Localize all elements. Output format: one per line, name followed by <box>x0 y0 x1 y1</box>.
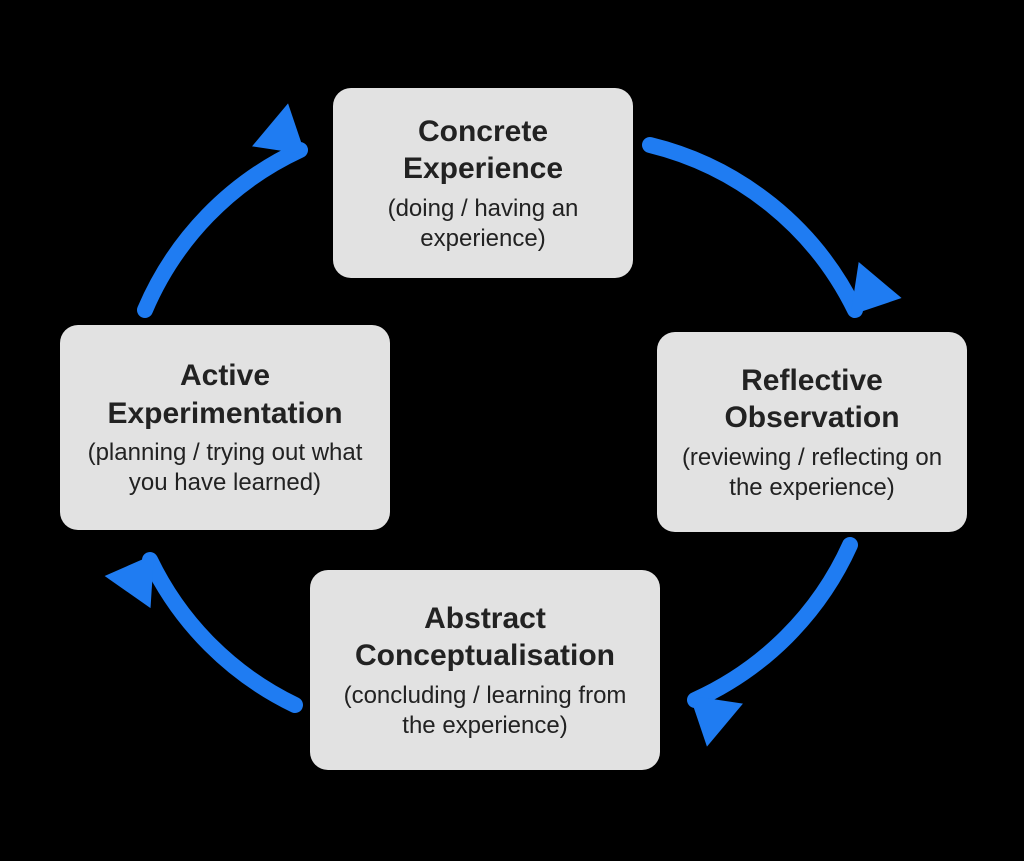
arrow-concrete-to-reflective <box>650 145 855 310</box>
node-title: Abstract Conceptualisation <box>330 600 640 675</box>
arrowhead-icon <box>252 103 305 154</box>
node-subtitle: (concluding / learning from the experien… <box>330 681 640 741</box>
arrow-active-to-concrete <box>145 150 300 310</box>
arrowhead-icon <box>690 696 743 747</box>
node-reflective-observation: Reflective Observation (reviewing / refl… <box>657 332 967 532</box>
node-concrete-experience: Concrete Experience (doing / having an e… <box>333 88 633 278</box>
node-title: Concrete Experience <box>353 113 613 188</box>
node-title: Reflective Observation <box>677 362 947 437</box>
node-subtitle: (doing / having an experience) <box>353 194 613 254</box>
node-subtitle: (planning / trying out what you have lea… <box>80 438 370 498</box>
node-abstract-conceptualisation: Abstract Conceptualisation (concluding /… <box>310 570 660 770</box>
arrow-reflective-to-abstract <box>695 545 850 700</box>
node-subtitle: (reviewing / reflecting on the experienc… <box>677 443 947 503</box>
arrowhead-icon <box>851 262 902 315</box>
node-title: Active Experimentation <box>80 357 370 432</box>
arrow-abstract-to-active <box>150 560 295 705</box>
node-active-experimentation: Active Experimentation (planning / tryin… <box>60 325 390 530</box>
arrowhead-icon <box>105 554 154 608</box>
cycle-diagram: Concrete Experience (doing / having an e… <box>0 0 1024 861</box>
